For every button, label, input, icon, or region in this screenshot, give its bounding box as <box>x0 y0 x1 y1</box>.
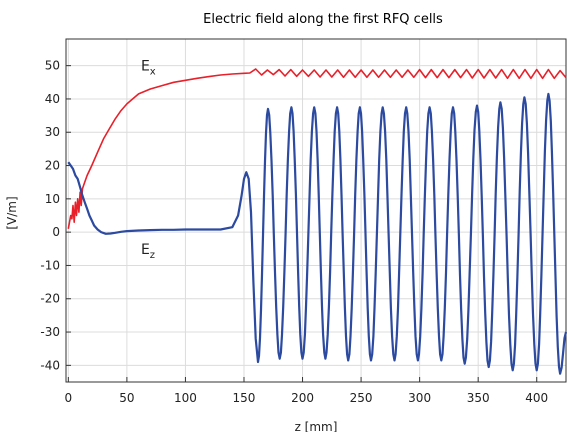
x-tick-label: 100 <box>174 391 197 405</box>
x-tick-label: 200 <box>291 391 314 405</box>
y-tick-label: 20 <box>45 159 60 173</box>
x-tick-label: 150 <box>233 391 256 405</box>
x-tick-label: 250 <box>350 391 373 405</box>
y-axis-label: [V/m] <box>5 196 19 229</box>
y-tick-label: -40 <box>40 358 60 372</box>
annotation-label: Ex <box>141 59 156 78</box>
x-tick-label: 400 <box>525 391 548 405</box>
y-tick-label: 10 <box>45 192 60 206</box>
plot-frame <box>65 38 567 383</box>
y-tick-label: -30 <box>40 325 60 339</box>
x-tick-label: 0 <box>65 391 73 405</box>
y-tick-label: -10 <box>40 258 60 272</box>
ticks: 0 50 100 150 200 250 300 350 400 -40 -30 -20 -10 0 10 2… <box>40 59 548 405</box>
series-line-1 <box>67 92 567 375</box>
x-tick-label: 300 <box>408 391 431 405</box>
y-tick-label: 30 <box>45 125 60 139</box>
chart-title: Electric field along the first RFQ cells <box>203 12 443 27</box>
y-tick-label: 0 <box>52 225 60 239</box>
x-tick-label: 350 <box>467 391 490 405</box>
series-line-0 <box>67 68 567 229</box>
y-tick-label: 50 <box>45 59 60 73</box>
annotation-label: Ez <box>141 242 155 261</box>
y-tick-label: -20 <box>40 292 60 306</box>
y-tick-label: 40 <box>45 92 60 106</box>
series-layer <box>67 68 567 375</box>
x-tick-label: 50 <box>119 391 134 405</box>
x-axis-label: z [mm] <box>295 420 338 432</box>
